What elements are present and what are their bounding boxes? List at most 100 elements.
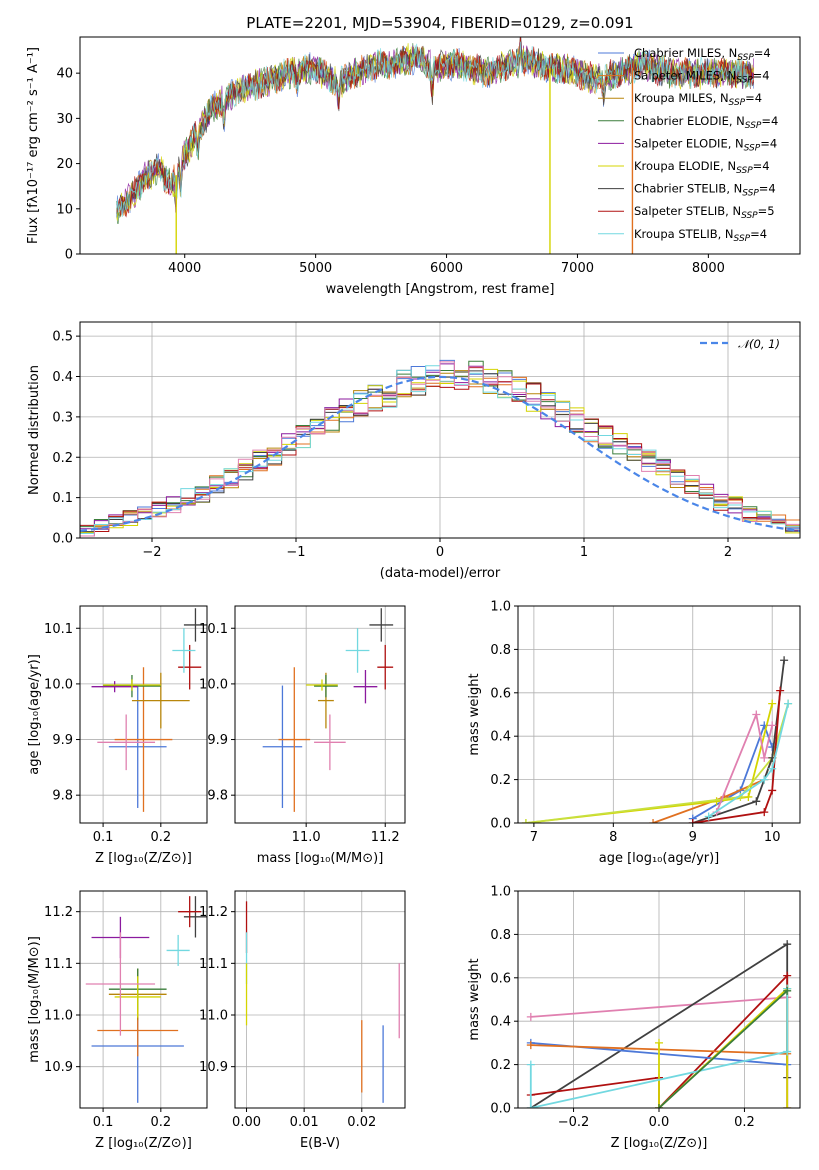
weight_vs_Z-series-5-marker-3 — [783, 1104, 792, 1108]
mass_vs_EBV-ytick-label-2: 11.1 — [199, 957, 228, 972]
age_vs_mass-ytick-label-1: 9.9 — [207, 733, 228, 748]
spectrum-axes: 4000 5000 6000 7000 8000 0 10 20 30 40 wavelength … — [26, 47, 725, 297]
weight_vs_Z-frame — [517, 890, 801, 1109]
mass_vs_EBV-ytick-label-1: 11.0 — [199, 1009, 228, 1024]
spectrum-xtick-label-0: 4000 — [168, 261, 201, 276]
legend-label-8: Kroupa STELIB, NSSP=4 — [634, 227, 767, 244]
weight_vs_Z-series-7 — [658, 990, 788, 1108]
histogram-steps — [80, 359, 800, 537]
mass_vs_EBV-ytick-label-3: 11.2 — [199, 905, 228, 920]
weight_vs_age-series-2-marker-3 — [768, 699, 777, 708]
weight_vs_Z-series-5-marker-0 — [655, 1038, 663, 1047]
legend-label-6: Chabrier STELIB, NSSP=4 — [634, 182, 776, 199]
weight_vs_Z-series-7-marker-0 — [655, 1104, 663, 1108]
weight_vs_Z-ylabel: mass weight — [467, 958, 482, 1040]
weight_vs_age-series-7 — [708, 703, 789, 818]
weight_vs_age-series-4-marker-3 — [780, 656, 789, 665]
weight_vs_Z-series-6-marker-2 — [783, 1047, 792, 1056]
mass_vs_EBV-xlabel: E(B-V) — [300, 1136, 340, 1151]
mass_vs_Z-ytick-label-3: 11.2 — [44, 905, 73, 920]
weight_vs_age-series-7-marker-1 — [760, 775, 769, 784]
weight_vs_Z-ytick-label-3: 0.6 — [490, 971, 511, 986]
weight_vs_Z-series-6-marker-1 — [526, 1104, 535, 1108]
residuals-frame — [79, 321, 801, 539]
weight_vs_age-ylabel: mass weight — [467, 673, 482, 755]
weight_vs_Z-axes: −0.2 0.0 0.2 0.0 0.2 0.4 0.6 0.8 1.0 Z [log₁₀(Z/Z… — [467, 885, 800, 1151]
age_vs_Z-ytick-label-1: 9.9 — [52, 733, 73, 748]
weight_vs_age-series-4-marker-1 — [752, 797, 761, 806]
residuals-xlabel: (data-model)/error — [380, 566, 501, 581]
age_vs_Z-axes: 0.1 0.2 9.8 9.9 10.0 10.1 Z [log₁₀(Z/Z⊙)] age [… — [27, 606, 207, 866]
mass_vs_EBV-xtick-label-1: 0.01 — [290, 1115, 319, 1130]
mass_vs_Z-xlabel: Z [log₁₀(Z/Z⊙)] — [95, 1136, 192, 1151]
spectrum-xtick-label-1: 5000 — [299, 261, 332, 276]
residuals-ytick-label-2: 0.2 — [52, 451, 73, 466]
residuals-axes: −2 −1 0 1 2 0.0 0.1 0.2 0.3 0.4 0.5 (data-model)/er… — [27, 322, 800, 581]
weight_vs_age-ytick-label-3: 0.6 — [490, 686, 511, 701]
weight_vs_age-series-5 — [692, 690, 781, 823]
weight_vs_age-series-5-marker-1 — [760, 808, 769, 817]
mass_vs_EBV-xtick-label-2: 0.02 — [347, 1115, 376, 1130]
weight_vs_age-series-5-marker-2 — [768, 786, 777, 795]
weight_vs_Z-ytick-label-4: 0.8 — [490, 928, 511, 943]
weight_vs_Z-series-6-marker-0 — [526, 1060, 535, 1069]
weight_vs_Z-series-4-marker-0 — [526, 1041, 535, 1050]
weight_vs_age-xtick-label-0: 7 — [530, 830, 538, 845]
spectrum-ytick-label-1: 10 — [56, 202, 73, 217]
residuals-xtick-label-0: −2 — [142, 545, 161, 560]
mass_vs_EBV-ytick-label-0: 10.9 — [199, 1060, 228, 1075]
residuals-ytick-label-3: 0.3 — [52, 410, 73, 425]
weight_vs_age-xtick-label-2: 9 — [689, 830, 697, 845]
residuals-ytick-label-4: 0.4 — [52, 370, 73, 385]
weight_vs_Z-series-6 — [529, 988, 789, 1108]
mass_vs_Z-ylabel: mass [log₁₀(M/M⊙)] — [27, 936, 42, 1063]
weight_vs_age-xlabel: age [log₁₀(age/yr)] — [599, 851, 720, 866]
weight_vs_age-ytick-label-0: 0.0 — [490, 817, 511, 832]
age_vs_Z-xtick-label-1: 0.2 — [150, 830, 171, 845]
chart-title: PLATE=2201, MJD=53904, FIBERID=0129, z=0… — [246, 14, 633, 32]
mass_vs_Z-xtick-label-0: 0.1 — [93, 1115, 114, 1130]
residuals-ytick-label-5: 0.5 — [52, 330, 73, 345]
weight_vs_age-series-3-marker-0 — [521, 819, 530, 823]
weight_vs_age-series-5-marker-0 — [688, 819, 697, 823]
weight_vs_age-series-6-marker-1 — [752, 710, 761, 719]
age_vs_mass-xtick-label-1: 11.2 — [371, 830, 400, 845]
spectrum-xlabel: wavelength [Angstrom, rest frame] — [326, 282, 555, 297]
weight_vs_age-xtick-label-1: 8 — [609, 830, 617, 845]
residuals-xtick-label-1: −1 — [286, 545, 305, 560]
spectrum-ylabel: Flux [fλ10⁻¹⁷ erg cm⁻² s⁻¹ A⁻¹] — [26, 47, 41, 244]
weight_vs_age-series-5-marker-3 — [776, 686, 785, 695]
histogram-series-9 — [80, 361, 800, 537]
spectrum-ytick-label-0: 0 — [65, 248, 73, 263]
weight_vs_age-ytick-label-5: 1.0 — [490, 600, 511, 615]
residuals-xtick-label-3: 1 — [580, 545, 588, 560]
mass_vs_Z-ytick-label-0: 10.9 — [44, 1060, 73, 1075]
histogram-series-7 — [80, 367, 800, 532]
weight_vs_Z-series-7-marker-1 — [783, 986, 792, 995]
spectrum-xtick-label-3: 7000 — [561, 261, 594, 276]
weight_vs_age-series-7-marker-3 — [784, 699, 793, 708]
spectrum-legend: Chabrier MILES, NSSP=4 Salpeter MILES, NS… — [598, 46, 778, 244]
legend-label-0: Chabrier MILES, NSSP=4 — [634, 46, 771, 63]
legend-label-3: Chabrier ELODIE, NSSP=4 — [634, 114, 778, 131]
legend-label-5: Kroupa ELODIE, NSSP=4 — [634, 159, 770, 176]
normal-legend-label: 𝒩(0, 1) — [738, 337, 780, 351]
spectrum-lines — [116, 37, 755, 254]
weight_vs_age-series-2-marker-2 — [744, 792, 753, 801]
age_vs_Z-points — [91, 608, 207, 812]
weight_vs_age-series-1-marker-0 — [649, 819, 658, 823]
legend-label-1: Salpeter MILES, NSSP=4 — [634, 69, 770, 86]
age_vs_mass-ytick-label-2: 10.0 — [199, 677, 228, 692]
weight_vs_age-series-7-marker-0 — [704, 812, 713, 821]
age_vs_mass-frame — [234, 605, 406, 824]
weight_vs_age-series-7-marker-2 — [768, 764, 777, 773]
weight_vs_Z-xtick-label-2: 0.2 — [734, 1115, 755, 1130]
age_vs_mass-xtick-label-0: 11.0 — [292, 830, 321, 845]
weight_vs_age-lines — [521, 656, 793, 823]
spectrum-ytick-label-2: 20 — [56, 157, 73, 172]
legend-label-2: Kroupa MILES, NSSP=4 — [634, 91, 762, 108]
age_vs_Z-frame — [79, 605, 208, 824]
weight_vs_age-series-6-marker-3 — [768, 721, 777, 730]
weight_vs_age-series-6 — [715, 711, 774, 813]
